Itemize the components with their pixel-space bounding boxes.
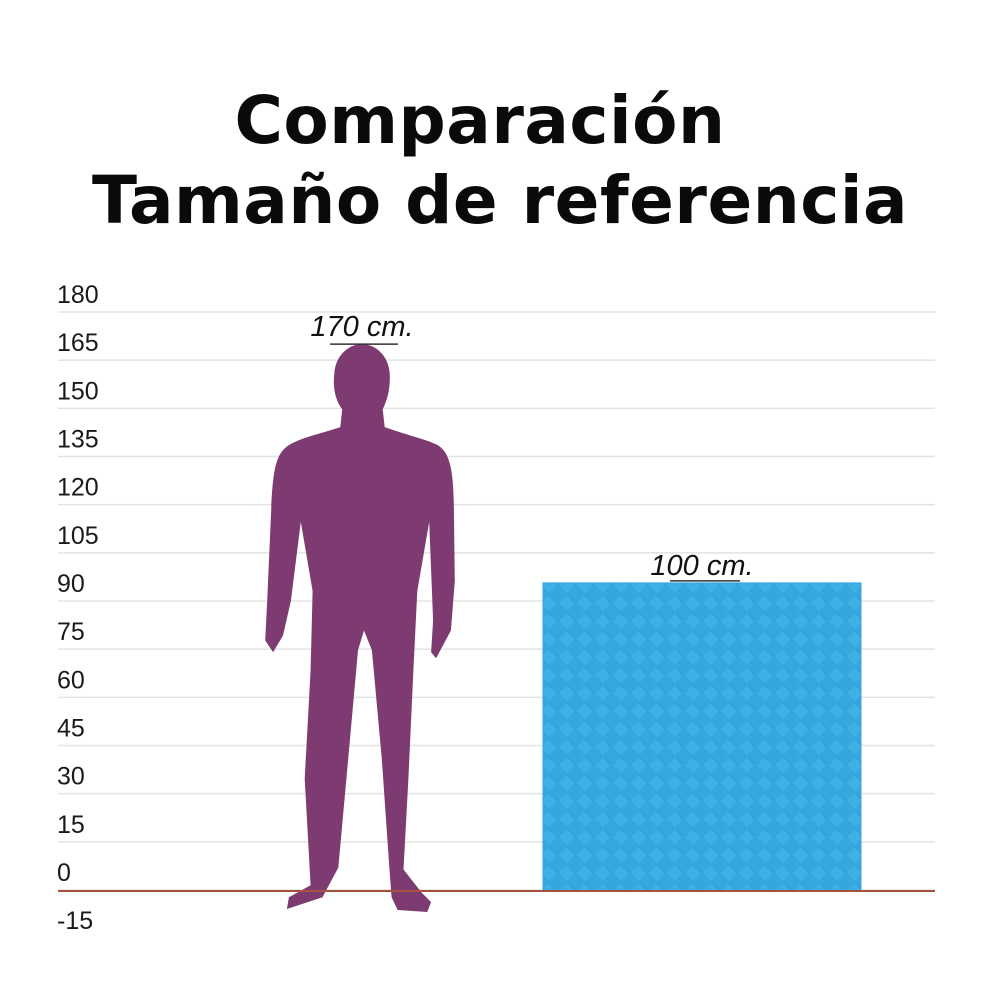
y-tick-label: 135 (57, 426, 99, 454)
y-tick-label: 15 (57, 811, 85, 839)
y-tick-label: 165 (57, 329, 99, 357)
title-line-1: Comparación (234, 82, 726, 159)
y-tick-label: 105 (57, 522, 99, 550)
person-silhouette (265, 344, 455, 913)
y-tick-label: 120 (57, 474, 99, 502)
y-tick-label: 30 (57, 763, 85, 791)
person-height-label: 170 cm. (310, 311, 413, 343)
y-tick-label: 75 (57, 618, 85, 646)
y-tick-label: 45 (57, 715, 85, 743)
y-tick-label: -15 (57, 907, 93, 935)
y-tick-label: 90 (57, 570, 85, 598)
y-tick-label: 150 (57, 377, 99, 405)
foam-mat (542, 582, 862, 891)
title-line-2: Tamaño de referencia (91, 162, 909, 239)
y-tick-label: 180 (57, 281, 99, 309)
y-tick-label: 60 (57, 666, 85, 694)
mat-height-label: 100 cm. (650, 550, 753, 582)
y-tick-label: 0 (57, 859, 71, 887)
